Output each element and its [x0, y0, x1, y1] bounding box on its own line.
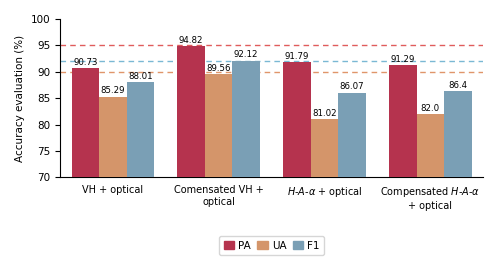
Text: 82.0: 82.0 [421, 104, 440, 113]
Text: 92.12: 92.12 [234, 50, 258, 59]
Bar [311, 119, 338, 261]
Bar [126, 82, 154, 261]
Text: 91.79: 91.79 [285, 52, 309, 61]
Text: 89.56: 89.56 [206, 64, 231, 73]
Text: 86.07: 86.07 [340, 82, 364, 91]
Text: 94.82: 94.82 [179, 36, 204, 45]
Bar [232, 61, 260, 261]
Bar [72, 68, 99, 261]
Text: 90.73: 90.73 [73, 58, 98, 67]
Text: 86.4: 86.4 [448, 81, 468, 90]
Bar [416, 114, 444, 261]
Bar [338, 93, 366, 261]
Text: 91.29: 91.29 [390, 55, 415, 64]
Text: 88.01: 88.01 [128, 72, 152, 81]
Text: 81.02: 81.02 [312, 109, 337, 118]
Bar [389, 65, 416, 261]
Bar [205, 74, 233, 261]
Legend: PA, UA, F1: PA, UA, F1 [220, 236, 324, 255]
Bar [178, 46, 205, 261]
Text: 85.29: 85.29 [100, 86, 125, 95]
Bar [284, 62, 311, 261]
Y-axis label: Accuracy evaluation (%): Accuracy evaluation (%) [15, 35, 25, 162]
Bar [99, 97, 126, 261]
Bar [444, 91, 471, 261]
